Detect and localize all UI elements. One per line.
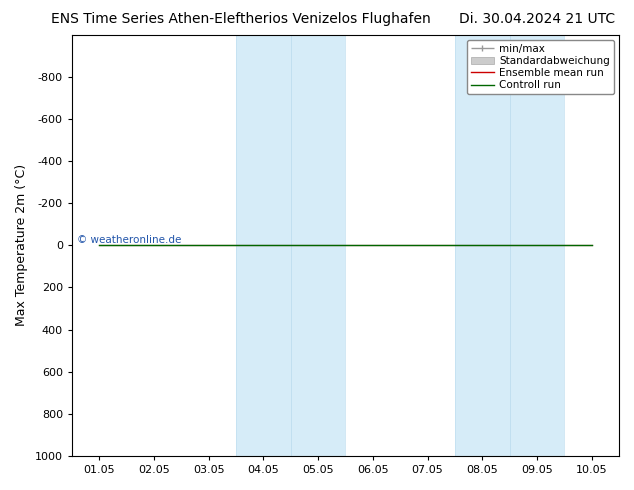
- Bar: [236, 35, 291, 456]
- Bar: [291, 35, 346, 456]
- Text: Di. 30.04.2024 21 UTC: Di. 30.04.2024 21 UTC: [459, 12, 615, 26]
- Y-axis label: Max Temperature 2m (°C): Max Temperature 2m (°C): [15, 164, 28, 326]
- Bar: [510, 35, 564, 456]
- Legend: min/max, Standardabweichung, Ensemble mean run, Controll run: min/max, Standardabweichung, Ensemble me…: [467, 40, 614, 95]
- Bar: [455, 35, 510, 456]
- Text: ENS Time Series Athen-Eleftherios Venizelos Flughafen: ENS Time Series Athen-Eleftherios Venize…: [51, 12, 430, 26]
- Text: © weatheronline.de: © weatheronline.de: [77, 235, 182, 245]
